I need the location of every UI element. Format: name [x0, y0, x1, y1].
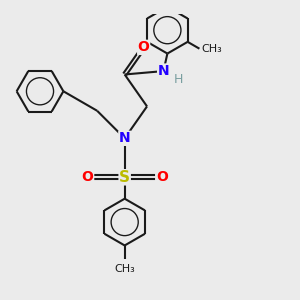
Text: N: N [119, 131, 130, 145]
Text: H: H [174, 73, 183, 86]
Text: CH₃: CH₃ [114, 264, 135, 274]
Text: N: N [158, 64, 169, 78]
Text: O: O [138, 40, 150, 54]
Text: O: O [82, 170, 94, 184]
Text: CH₃: CH₃ [201, 44, 222, 54]
Text: S: S [119, 170, 130, 185]
Text: O: O [156, 170, 168, 184]
